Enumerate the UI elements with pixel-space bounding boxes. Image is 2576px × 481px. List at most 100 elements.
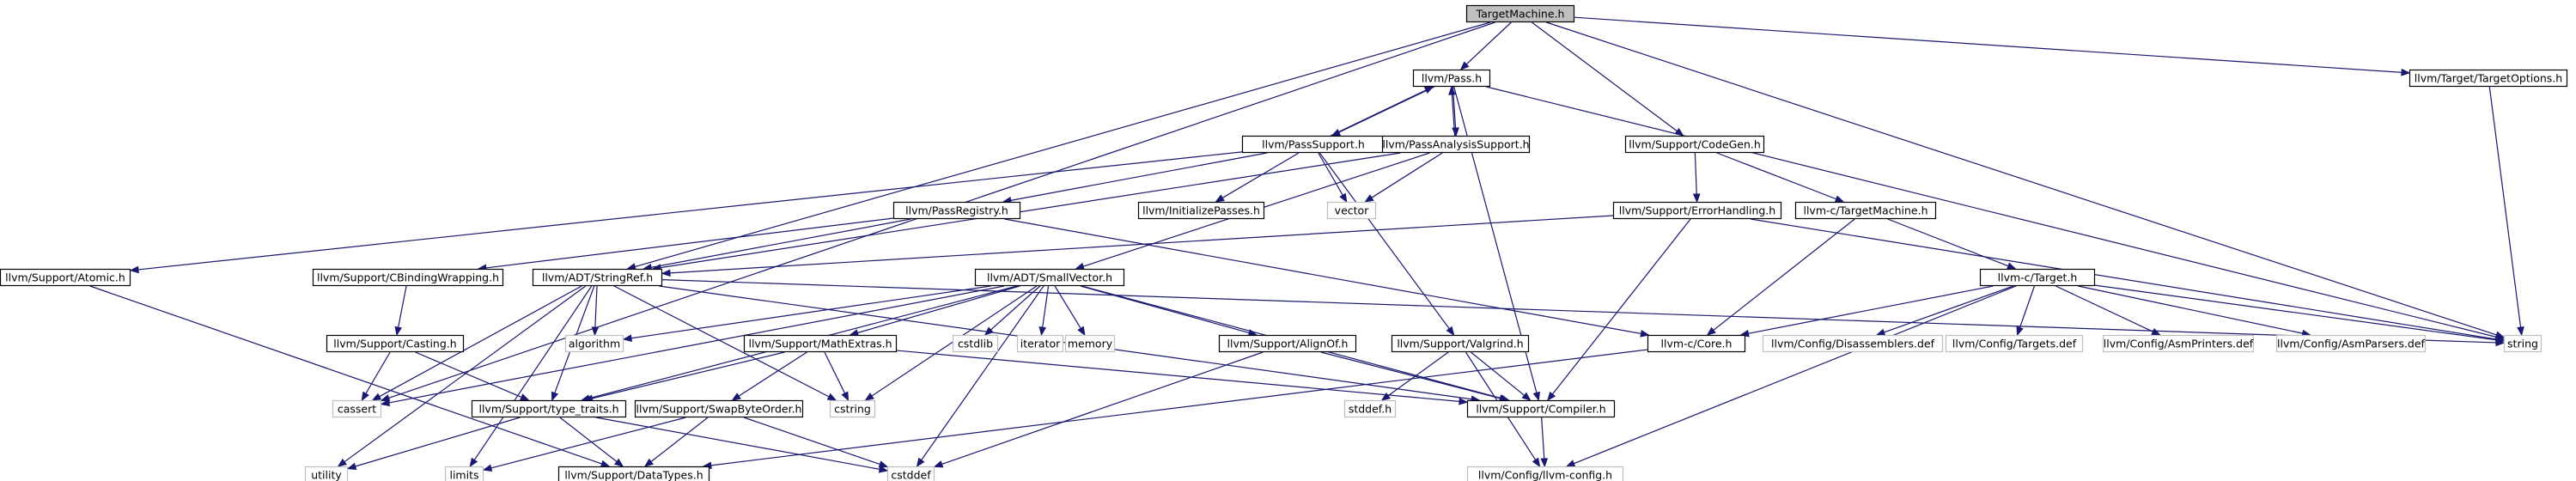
edge-targetopts-to-string bbox=[2488, 86, 2524, 337]
edge-line bbox=[388, 285, 1005, 404]
node-ctargetmachine[interactable]: llvm-c/TargetMachine.h bbox=[1794, 201, 1937, 220]
edge-line bbox=[1574, 285, 2017, 465]
node-label: llvm/Config/AsmPrinters.def bbox=[2104, 338, 2254, 350]
edges-layer bbox=[89, 16, 2524, 473]
edge-passsupport-to-initpasses bbox=[1215, 152, 1300, 203]
node-casting[interactable]: llvm/Support/Casting.h bbox=[326, 334, 465, 353]
node-label: llvm/InitializePasses.h bbox=[1142, 204, 1260, 217]
arrowhead-icon bbox=[346, 462, 357, 471]
edge-passsupport-to-pass bbox=[1330, 86, 1434, 137]
edge-line bbox=[857, 285, 1020, 334]
node-box bbox=[974, 268, 1125, 287]
node-targetsdef: llvm/Config/Targets.def bbox=[1945, 334, 2084, 353]
node-cbinding[interactable]: llvm/Support/CBindingWrapping.h bbox=[312, 268, 504, 287]
node-mathextras[interactable]: llvm/Support/MathExtras.h bbox=[743, 334, 898, 353]
edge-line bbox=[1318, 152, 1450, 330]
node-label: memory bbox=[1068, 338, 1113, 350]
arrowhead-icon bbox=[2495, 336, 2506, 344]
edge-line bbox=[1221, 152, 1300, 198]
edge-line bbox=[669, 215, 1614, 274]
node-pass[interactable]: llvm/Pass.h bbox=[1412, 69, 1491, 88]
node-codegen[interactable]: llvm/Support/CodeGen.h bbox=[1624, 135, 1765, 154]
arrowhead-icon bbox=[394, 326, 403, 337]
arrowhead-icon bbox=[1565, 460, 1576, 467]
node-algorithm: algorithm bbox=[564, 334, 624, 353]
arrowhead-icon bbox=[1875, 328, 1886, 336]
edge-line bbox=[1546, 21, 2497, 336]
edge-ctarget-to-asmprinters bbox=[2055, 285, 2161, 336]
node-typetraits[interactable]: llvm/Support/type_traits.h bbox=[471, 399, 627, 418]
node-box bbox=[1647, 334, 1746, 353]
edge-line bbox=[1338, 86, 1435, 133]
arrowhead-icon bbox=[1547, 391, 1556, 402]
edge-line bbox=[710, 349, 1648, 466]
edge-line bbox=[634, 21, 1491, 268]
edge-line bbox=[398, 285, 407, 328]
node-compiler[interactable]: llvm/Support/Compiler.h bbox=[1466, 399, 1616, 418]
edge-casting-to-cassert bbox=[361, 351, 391, 402]
edge-line bbox=[1371, 152, 1443, 198]
arrowhead-icon bbox=[1339, 192, 1348, 204]
node-box bbox=[1945, 334, 2084, 353]
node-label: stddef.h bbox=[1349, 403, 1392, 416]
edge-passsupport-to-vector bbox=[1318, 152, 1348, 204]
edge-passanalysis-to-stringref bbox=[651, 152, 1401, 271]
arrowhead-icon bbox=[864, 393, 874, 401]
edge-mathextras-to-typetraits bbox=[583, 351, 785, 402]
node-box bbox=[1381, 135, 1531, 154]
node-atomic[interactable]: llvm/Support/Atomic.h bbox=[0, 268, 131, 287]
node-cstdlib: cstdlib bbox=[952, 334, 999, 353]
edge-line bbox=[1887, 218, 2009, 267]
node-label: cstring bbox=[834, 403, 871, 416]
node-box bbox=[952, 334, 999, 353]
edge-line bbox=[941, 351, 1264, 466]
node-stringref[interactable]: llvm/ADT/StringRef.h bbox=[532, 268, 663, 287]
edge-mathextras-to-compiler bbox=[896, 350, 1469, 405]
edge-line bbox=[89, 285, 602, 465]
edge-line bbox=[743, 417, 880, 466]
edge-line bbox=[2019, 285, 2036, 328]
node-ctarget[interactable]: llvm-c/Target.h bbox=[1979, 268, 2096, 287]
edge-swapbyte-to-datatypes bbox=[643, 417, 709, 467]
node-box bbox=[743, 334, 898, 353]
node-errorhandling[interactable]: llvm/Support/ErrorHandling.h bbox=[1612, 201, 1782, 220]
edge-line bbox=[1750, 218, 2497, 340]
edge-codegen-to-ctargetmachine bbox=[1716, 152, 1845, 203]
node-passanalysis[interactable]: llvm/PassAnalysisSupport.h bbox=[1381, 135, 1531, 154]
edge-root-to-targetopts bbox=[1574, 16, 2411, 76]
edge-smallvector-to-memory bbox=[1054, 285, 1086, 337]
edge-line bbox=[738, 351, 807, 397]
node-alignof[interactable]: llvm/Support/AlignOf.h bbox=[1218, 334, 1357, 353]
node-label: limits bbox=[449, 469, 478, 481]
node-smallvector[interactable]: llvm/ADT/SmallVector.h bbox=[974, 268, 1125, 287]
node-datatypes[interactable]: llvm/Support/DataTypes.h bbox=[557, 466, 710, 481]
edge-typetraits-to-utility bbox=[346, 417, 521, 471]
node-box bbox=[1343, 399, 1397, 418]
edge-stringref-to-limits bbox=[469, 285, 593, 468]
node-valgrind[interactable]: llvm/Support/Valgrind.h bbox=[1391, 334, 1530, 353]
edge-mathextras-to-swapbyte bbox=[731, 351, 807, 401]
node-passsupport[interactable]: llvm/PassSupport.h bbox=[1241, 135, 1385, 154]
node-label: llvm-c/Core.h bbox=[1661, 338, 1733, 350]
node-passregistry[interactable]: llvm/PassRegistry.h bbox=[892, 201, 1021, 220]
arrowhead-icon bbox=[1532, 391, 1541, 402]
edge-line bbox=[2488, 86, 2522, 328]
node-initpasses[interactable]: llvm/InitializePasses.h bbox=[1137, 201, 1265, 220]
node-box bbox=[2503, 334, 2543, 353]
node-vector: vector bbox=[1326, 201, 1377, 220]
node-box bbox=[332, 399, 382, 418]
edge-stringref-to-utility bbox=[337, 285, 587, 467]
node-ccore[interactable]: llvm-c/Core.h bbox=[1647, 334, 1746, 353]
node-label: llvm/PassSupport.h bbox=[1262, 138, 1365, 151]
node-box bbox=[1064, 334, 1116, 353]
arrowhead-icon bbox=[1448, 85, 1456, 95]
arrowhead-icon bbox=[984, 326, 994, 336]
arrowhead-icon bbox=[916, 457, 925, 468]
arrowhead-icon bbox=[613, 458, 624, 467]
arrowhead-icon bbox=[2517, 326, 2524, 337]
node-box bbox=[1391, 334, 1530, 353]
arrowhead-icon bbox=[826, 393, 837, 401]
node-targetopts[interactable]: llvm/Target/TargetOptions.h bbox=[2409, 69, 2568, 88]
node-swapbyte[interactable]: llvm/Support/SwapByteOrder.h bbox=[634, 399, 804, 418]
node-label: llvm/Support/Compiler.h bbox=[1476, 403, 1605, 416]
